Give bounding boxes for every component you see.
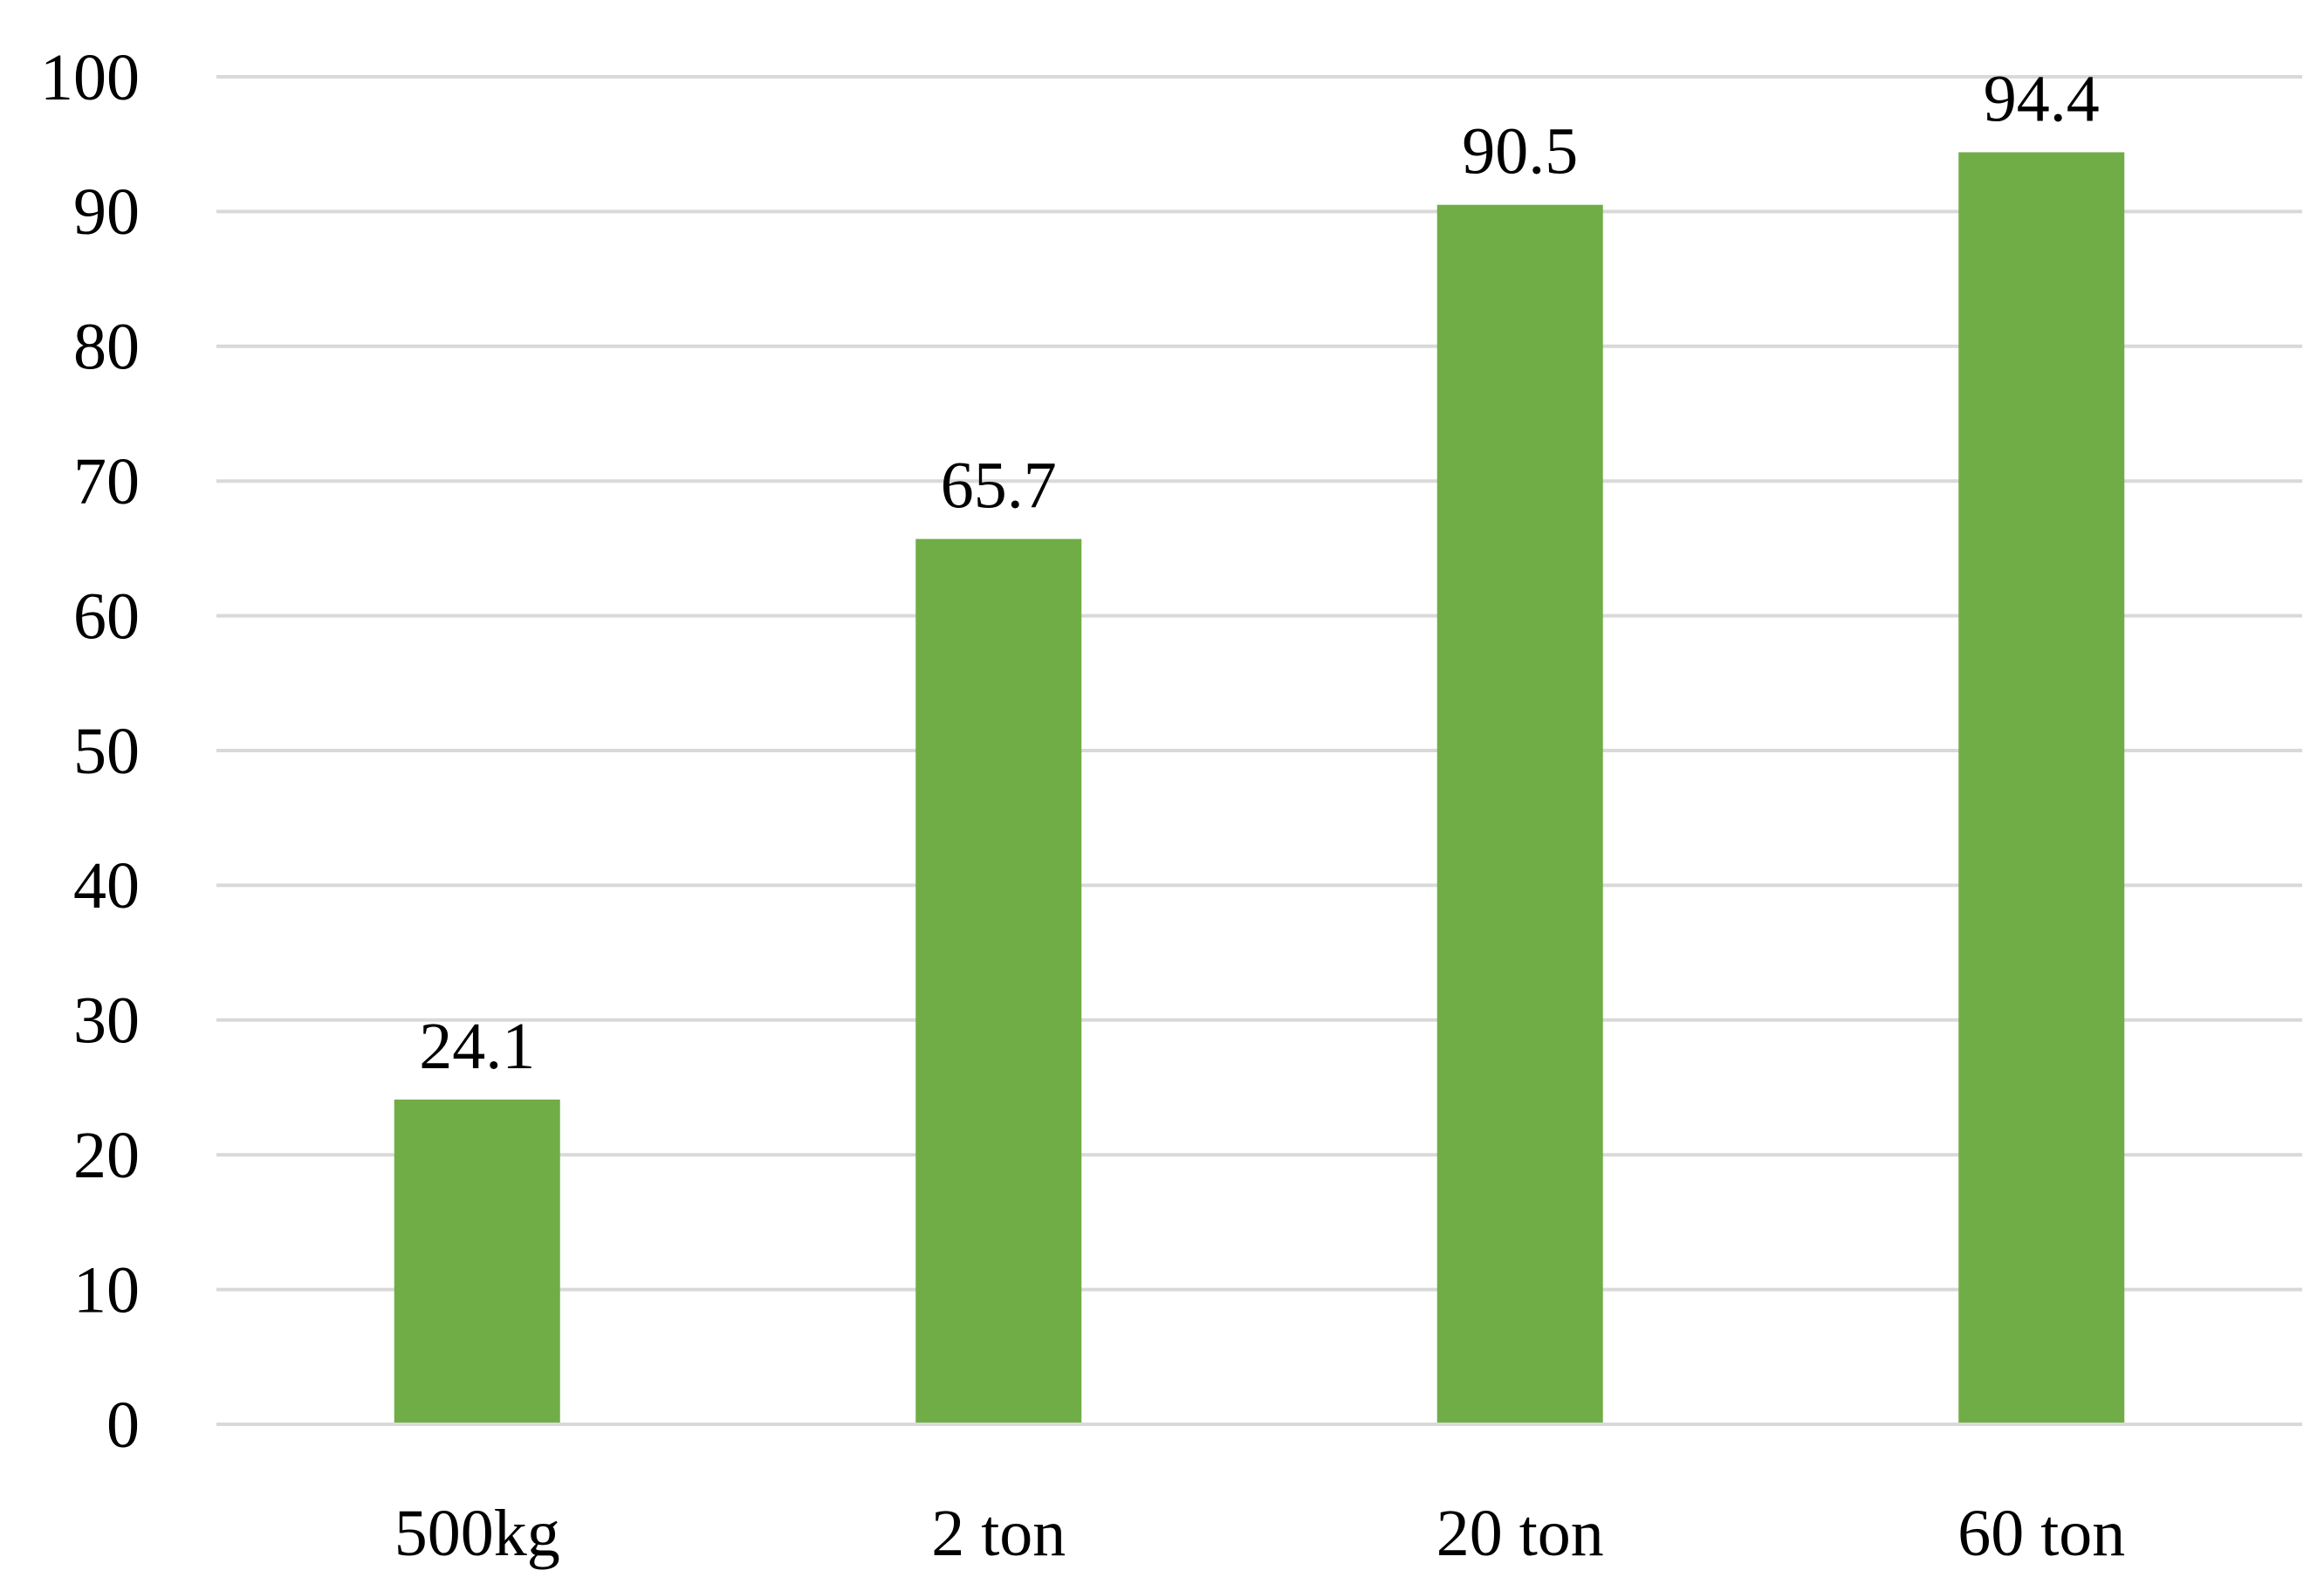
y-tick-label: 40 [73, 849, 140, 922]
y-tick-label: 10 [73, 1253, 140, 1327]
y-tick-label: 20 [73, 1119, 140, 1192]
bar [915, 538, 1082, 1424]
x-category-label: 20 ton [1436, 1497, 1604, 1570]
x-category-label: 2 ton [931, 1497, 1066, 1570]
y-tick-label: 70 [73, 445, 140, 518]
data-label: 94.4 [1984, 62, 2100, 135]
data-labels: 24.1 65.7 90.5 94.4 [419, 62, 2100, 1082]
y-tick-label: 0 [106, 1389, 140, 1462]
gridlines [216, 75, 2302, 1292]
y-tick-label: 30 [73, 984, 140, 1058]
y-tick-label: 60 [73, 579, 140, 653]
data-label: 24.1 [419, 1010, 535, 1083]
y-tick-label: 100 [40, 41, 140, 114]
y-tick-label: 90 [73, 175, 140, 249]
data-label: 65.7 [941, 449, 1057, 523]
data-label: 90.5 [1462, 115, 1578, 189]
y-axis-tick-labels: 0 10 20 30 40 50 60 70 80 90 100 [40, 41, 140, 1462]
y-tick-label: 50 [73, 715, 140, 788]
bars [394, 152, 2125, 1425]
x-axis-category-labels: 500kg 2 ton 20 ton 60 ton [394, 1497, 2126, 1570]
bar [1436, 204, 1603, 1425]
x-category-label: 500kg [394, 1497, 560, 1570]
y-tick-label: 80 [73, 311, 140, 384]
bar [1958, 152, 2125, 1425]
bar [394, 1099, 560, 1424]
x-category-label: 60 ton [1957, 1497, 2125, 1570]
